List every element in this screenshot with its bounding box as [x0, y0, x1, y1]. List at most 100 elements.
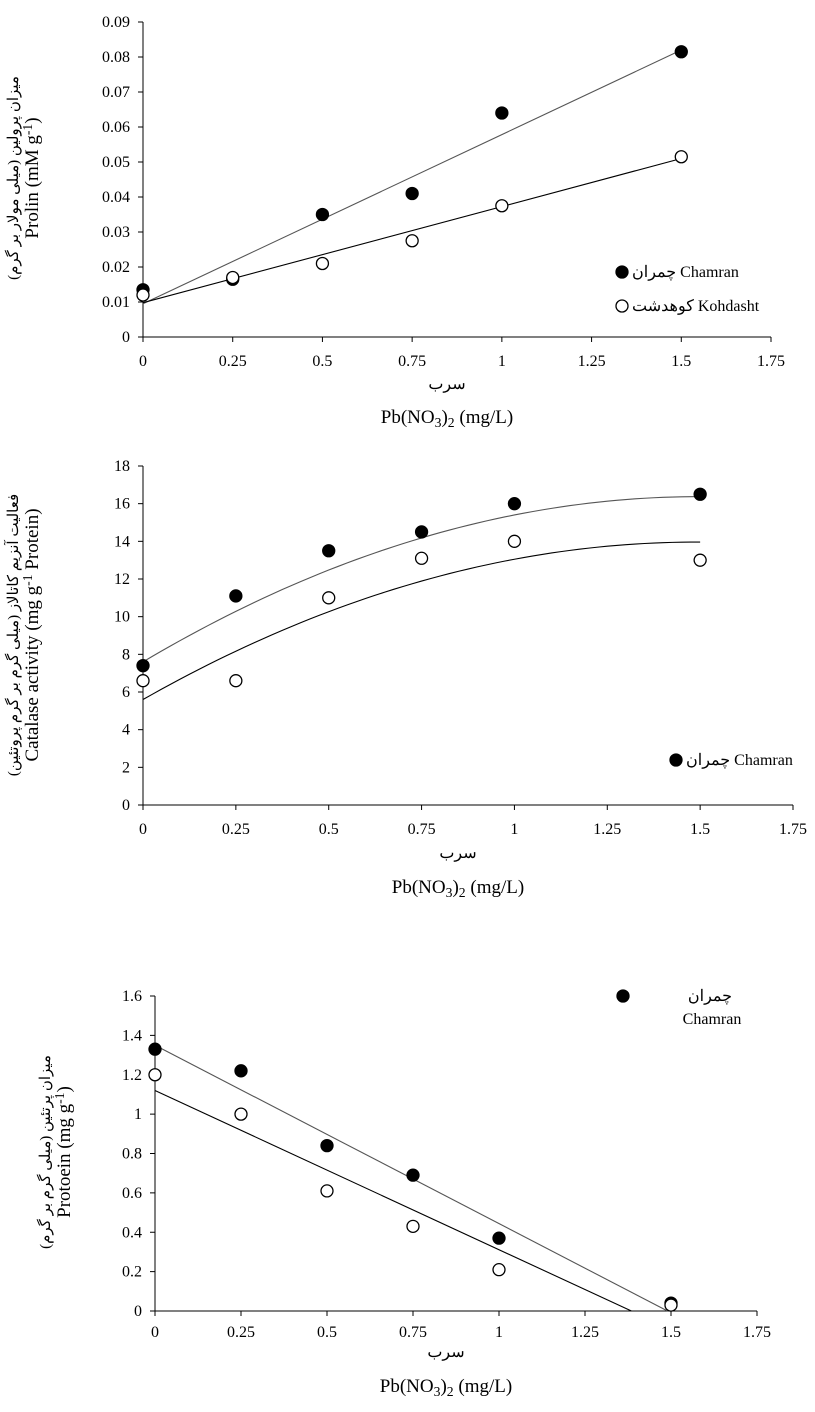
legend-label: چمران Chamran — [632, 264, 739, 281]
trendline-kohdasht — [142, 541, 701, 701]
x-tick-label: 1.75 — [757, 353, 785, 370]
x-tick-label: 1.5 — [690, 821, 710, 838]
x-tick-label: 1.25 — [593, 821, 621, 838]
data-point-kohdasht — [507, 534, 522, 548]
x-axis-label-fa: سرب — [427, 1344, 464, 1361]
x-tick-label: 0.75 — [408, 821, 436, 838]
protein-chart: 0 0.25 0.5 0.75 1 1.25 1.5 1.75 0 0.2 0.4 0.6 0.8 1 1.… — [36, 988, 771, 1399]
data-point-kohdasht — [693, 553, 707, 567]
x-tick-label: 1.75 — [779, 821, 807, 838]
legend-marker — [615, 299, 629, 313]
y-tick-label: 0.04 — [102, 189, 130, 206]
y-tick-label: 0.6 — [122, 1185, 142, 1202]
y-tick-label: 0 — [122, 329, 130, 346]
y-tick-label: 0.03 — [102, 224, 130, 241]
data-point-kohdasht — [495, 199, 509, 213]
x-tick-label: 1.5 — [671, 353, 691, 370]
legend-label-2: Chamran — [683, 1011, 742, 1028]
y-tick-label: 10 — [114, 609, 130, 626]
catalase-chart: 0 0.25 0.5 0.75 1 1.25 1.5 1.75 0 2 4 6 8 10 12 14 16 18 س… — [4, 458, 807, 900]
x-axis-label: Pb(NO3)2 (mg/L) — [381, 407, 513, 430]
data-point-kohdasht — [664, 1298, 678, 1312]
data-point-kohdasht — [315, 256, 330, 271]
legend-marker — [616, 989, 630, 1003]
data-point-chamran — [315, 207, 330, 222]
x-tick-label: 1.25 — [571, 1324, 599, 1341]
y-tick-label: 0.09 — [102, 14, 130, 31]
y-tick-label: 18 — [114, 458, 130, 475]
y-tick-label: 4 — [122, 722, 130, 739]
data-point-chamran — [148, 1042, 162, 1056]
y-tick-label: 0.2 — [122, 1264, 142, 1281]
data-point-kohdasht — [136, 288, 150, 302]
data-point-chamran — [136, 658, 150, 673]
y-tick-label: 1.4 — [122, 1027, 142, 1044]
y-tick-label: 0 — [122, 797, 130, 814]
x-tick-label: 0.5 — [319, 821, 339, 838]
x-tick-label: 1 — [495, 1324, 503, 1341]
data-point-chamran — [322, 544, 336, 558]
data-point-kohdasht — [229, 674, 243, 688]
data-point-chamran — [229, 589, 243, 603]
data-point-kohdasht — [320, 1184, 334, 1198]
data-point-kohdasht — [405, 234, 419, 248]
y-axis-label: Prolin (mM g-1) — [20, 117, 43, 238]
x-axis-label-fa: سرب — [428, 376, 465, 393]
data-point-chamran — [693, 487, 707, 501]
x-tick-label: 1.75 — [743, 1324, 771, 1341]
trendline-chamran — [142, 496, 701, 663]
x-tick-label: 1 — [510, 821, 518, 838]
y-tick-label: 16 — [114, 496, 130, 513]
x-tick-label: 0 — [139, 821, 147, 838]
legend-marker — [615, 265, 629, 279]
x-axis-label: Pb(NO3)2 (mg/L) — [392, 877, 524, 900]
x-tick-label: 0.25 — [222, 821, 250, 838]
data-point-kohdasht — [226, 270, 240, 285]
legend-marker — [669, 753, 683, 767]
y-tick-label: 1.6 — [122, 988, 142, 1005]
y-tick-label: 6 — [122, 684, 130, 701]
y-tick-label: 0.08 — [102, 49, 130, 66]
y-tick-label: 0.4 — [122, 1224, 142, 1241]
x-tick-label: 0 — [151, 1324, 159, 1341]
data-point-chamran — [674, 45, 688, 59]
y-axis-label: Protoein (mg g-1) — [52, 1086, 75, 1218]
x-axis-label-fa: سرب — [439, 845, 476, 862]
trendline-kohdasht — [154, 1090, 632, 1312]
data-point-kohdasht — [674, 150, 688, 164]
legend-label: چمران — [688, 988, 732, 1005]
y-tick-label: 0.07 — [102, 84, 130, 101]
data-point-kohdasht — [406, 1219, 420, 1233]
data-point-kohdasht — [322, 591, 336, 605]
x-tick-label: 0.75 — [398, 353, 426, 370]
data-point-chamran — [405, 186, 419, 201]
x-tick-label: 1.5 — [661, 1324, 681, 1341]
x-tick-label: 0.5 — [312, 353, 332, 370]
y-tick-label: 0.05 — [102, 154, 130, 171]
y-tick-label: 8 — [122, 646, 130, 663]
y-axis-label-fa: فعالیت آنزیم کاتالاز (میلی گرم بر گرم پر… — [4, 494, 22, 776]
y-tick-label: 0.01 — [102, 294, 130, 311]
x-tick-label: 0.25 — [219, 353, 247, 370]
y-tick-label: 0.06 — [102, 119, 130, 136]
y-tick-label: 14 — [114, 533, 130, 550]
data-point-chamran — [492, 1231, 506, 1245]
data-point-kohdasht — [148, 1068, 162, 1082]
trendline-kohdasht — [142, 157, 682, 304]
y-tick-label: 1 — [134, 1106, 142, 1123]
y-tick-label: 2 — [122, 759, 130, 776]
data-point-kohdasht — [492, 1263, 506, 1277]
data-point-chamran — [320, 1138, 334, 1153]
data-point-chamran — [414, 525, 429, 539]
trendline-chamran — [142, 49, 682, 305]
y-tick-label: 0.8 — [122, 1146, 142, 1163]
y-tick-label: 0.02 — [102, 259, 130, 276]
data-point-chamran — [406, 1168, 420, 1182]
data-point-chamran — [495, 106, 509, 120]
x-axis-label: Pb(NO3)2 (mg/L) — [380, 1376, 512, 1399]
data-point-kohdasht — [414, 551, 429, 565]
legend-label: چمران Chamran — [686, 752, 793, 769]
legend-label: کوهدشت Kohdasht — [632, 298, 760, 315]
data-point-chamran — [507, 497, 522, 511]
